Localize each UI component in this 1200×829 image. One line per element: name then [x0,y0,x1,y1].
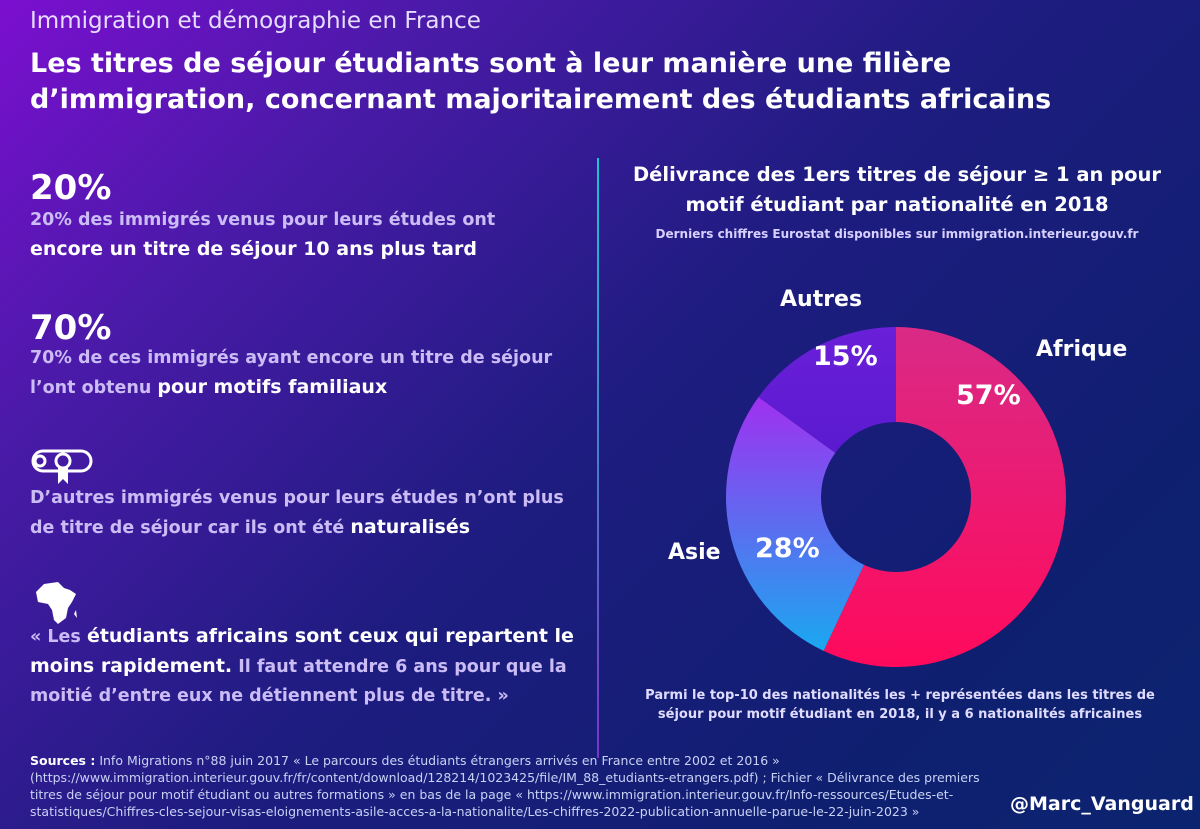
fact-bold: encore un titre de séjour 10 ans plus ta… [30,238,477,260]
page-title: Les titres de séjour étudiants sont à le… [30,48,1052,115]
stat-70: 70% [30,308,112,348]
fact-text: D’autres immigrés venus pour leurs étude… [30,488,564,538]
fact-4: « Les étudiants africains sont ceux qui … [30,622,590,711]
sources: Sources : Info Migrations n°88 juin 2017… [30,752,1005,820]
chart-title: Délivrance des 1ers titres de séjour ≥ 1… [632,163,1161,216]
fact-text: 70% de ces immigrés ayant encore un titr… [30,348,553,398]
pct-autres: 15% [813,341,878,372]
africa-map-icon [36,582,77,624]
fact-2: 70% de ces immigrés ayant encore un titr… [30,344,570,403]
donut-slice-afrique [823,327,1066,667]
chart-subtitle: Derniers chiffres Eurostat disponibles s… [655,227,1139,241]
label-autres: Autres [780,287,863,312]
donut-slice-asie [726,397,865,651]
sources-label: Sources : [30,753,96,768]
chart-note: Parmi le top-10 des nationalités les + r… [645,688,1155,722]
label-afrique: Afrique [1036,337,1128,362]
fact-3: D’autres immigrés venus pour leurs étude… [30,484,570,543]
stat-20: 20% [30,168,112,208]
sources-text: Info Migrations n°88 juin 2017 « Le parc… [30,753,980,819]
pct-afrique: 57% [956,380,1021,411]
author-handle: @Marc_Vanguard [1010,793,1194,815]
fact-text: Il faut attendre 6 ans pour que la moiti… [30,657,567,706]
fact-bold: naturalisés [350,516,471,538]
fact-1: 20% des immigrés venus pour leurs études… [30,206,570,265]
fact-text: « Les [30,627,87,647]
diploma-icon [31,449,93,484]
label-asie: Asie [668,540,721,565]
donut-chart [726,327,1066,667]
pct-asie: 28% [755,533,820,564]
fact-bold: pour motifs familiaux [157,376,388,398]
divider [597,158,599,758]
fact-text: 20% des immigrés venus pour leurs études… [30,210,496,230]
donut-slice-autres [758,327,896,453]
kicker: Immigration et démographie en France [30,8,481,34]
fact-bold: étudiants africains sont ceux qui repart… [30,625,574,677]
